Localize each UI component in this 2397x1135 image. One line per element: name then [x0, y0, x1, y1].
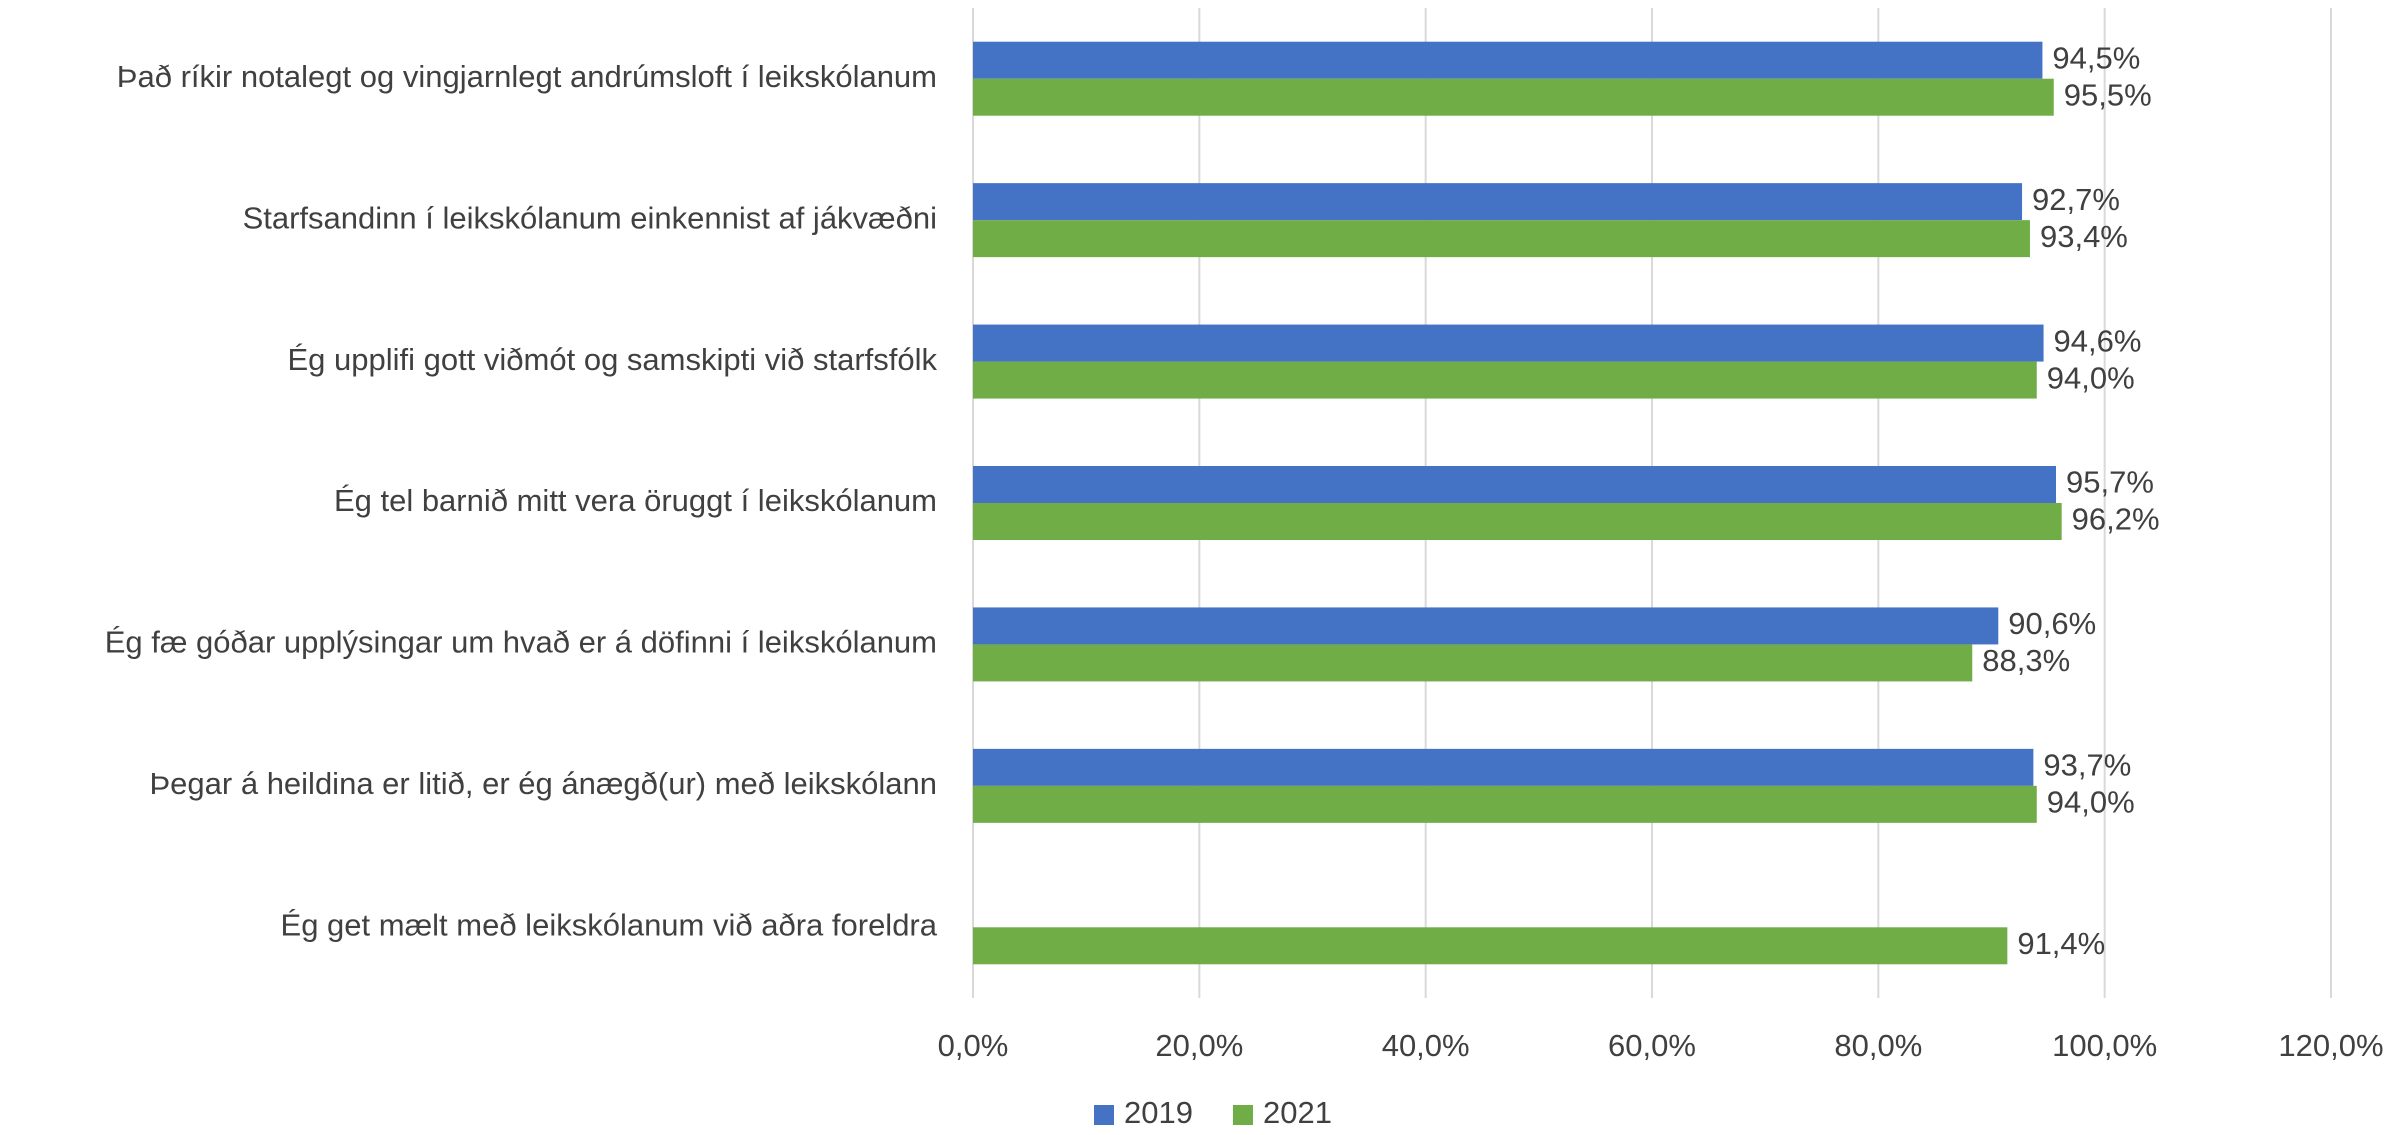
bar: [973, 607, 1999, 645]
category-label: Starfsandinn í leikskólanum einkennist a…: [243, 200, 937, 235]
bar: [973, 748, 2034, 786]
x-tick-label: 100,0%: [2052, 1028, 2157, 1063]
category-label: Þegar á heildina er litið, er ég ánægð(u…: [150, 766, 938, 801]
bar: [973, 361, 2037, 399]
x-tick-label: 80,0%: [1834, 1028, 1922, 1063]
value-label: 94,0%: [2047, 360, 2135, 395]
x-tick-label: 40,0%: [1382, 1028, 1470, 1063]
legend-label: 2019: [1124, 1095, 1193, 1130]
bar: [973, 41, 2043, 79]
x-tick-label: 0,0%: [938, 1028, 1009, 1063]
bar: [973, 503, 2062, 540]
x-tick-label: 20,0%: [1155, 1028, 1243, 1063]
value-label: 92,7%: [2032, 182, 2120, 217]
bar: [973, 324, 2044, 362]
category-label: Það ríkir notalegt og vingjarnlegt andrú…: [117, 59, 937, 94]
category-label: Ég tel barnið mitt vera öruggt í leikskó…: [334, 483, 937, 518]
value-label: 91,4%: [2017, 926, 2105, 961]
bar: [973, 785, 2037, 823]
legend-swatch: [1232, 1105, 1253, 1125]
value-label: 93,4%: [2040, 219, 2128, 254]
bar: [973, 927, 2008, 965]
value-label: 95,5%: [2064, 77, 2152, 112]
value-label: 96,2%: [2072, 502, 2160, 537]
value-label: 94,6%: [2054, 323, 2142, 358]
bar: [973, 220, 2030, 258]
legend-swatch: [1094, 1105, 1114, 1125]
value-label: 88,3%: [1982, 643, 2070, 678]
bar: [973, 644, 1973, 682]
category-label: Ég upplifi gott viðmót og samskipti við …: [287, 342, 937, 377]
value-label: 94,5%: [2052, 40, 2140, 75]
value-label: 94,0%: [2047, 785, 2135, 820]
bar: [973, 78, 2054, 116]
bar: [973, 183, 2023, 221]
x-tick-label: 120,0%: [2278, 1028, 2383, 1063]
value-label: 93,7%: [2043, 748, 2131, 783]
x-tick-label: 60,0%: [1608, 1028, 1696, 1063]
legend-label: 2021: [1263, 1095, 1332, 1130]
category-label: Ég get mælt með leikskólanum við aðra fo…: [281, 907, 938, 942]
value-label: 90,6%: [2008, 606, 2096, 641]
bar: [973, 466, 2057, 503]
category-label: Ég fæ góðar upplýsingar um hvað er á döf…: [105, 625, 937, 660]
value-label: 95,7%: [2066, 465, 2154, 500]
